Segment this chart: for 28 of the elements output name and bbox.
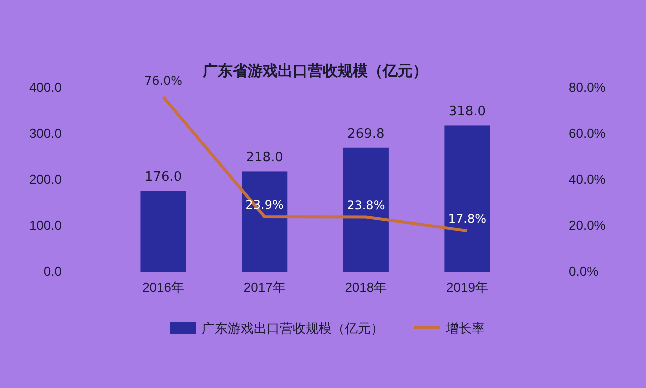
y-tick-label: 300.0 [29, 126, 62, 142]
y2-tick-label: 0.0% [569, 264, 600, 280]
data-label: 17.8% [448, 212, 487, 226]
data-label: 218.0 [246, 150, 284, 166]
x-tick-label: 2017年 [244, 280, 286, 296]
bar [444, 126, 490, 272]
bar [140, 191, 186, 272]
data-label: 269.8 [348, 126, 385, 142]
data-label: 176.0 [144, 170, 182, 186]
y2-tick-label: 80.0% [569, 80, 606, 96]
y-tick-label: 0.0 [44, 264, 62, 280]
y-tick-label: 400.0 [29, 80, 62, 96]
legend-label: 广东游戏出口营收规模（亿元） [202, 322, 384, 337]
x-tick-label: 2019年 [446, 280, 488, 296]
y-tick-label: 100.0 [29, 218, 62, 234]
legend-label: 增长率 [445, 321, 485, 337]
y2-tick-label: 60.0% [569, 126, 606, 142]
x-tick-label: 2016年 [142, 280, 184, 296]
data-label: 76.0% [144, 74, 183, 88]
bar [242, 172, 288, 272]
data-label: 318.0 [448, 104, 486, 120]
bar [343, 148, 389, 272]
y2-tick-label: 20.0% [569, 218, 606, 234]
x-tick-label: 2018年 [345, 280, 388, 296]
y2-tick-label: 40.0% [569, 172, 606, 188]
data-label: 23.8% [347, 198, 386, 212]
y-tick-label: 200.0 [29, 172, 62, 188]
chart-title: 广东省游戏出口营收规模（亿元） [202, 62, 428, 80]
